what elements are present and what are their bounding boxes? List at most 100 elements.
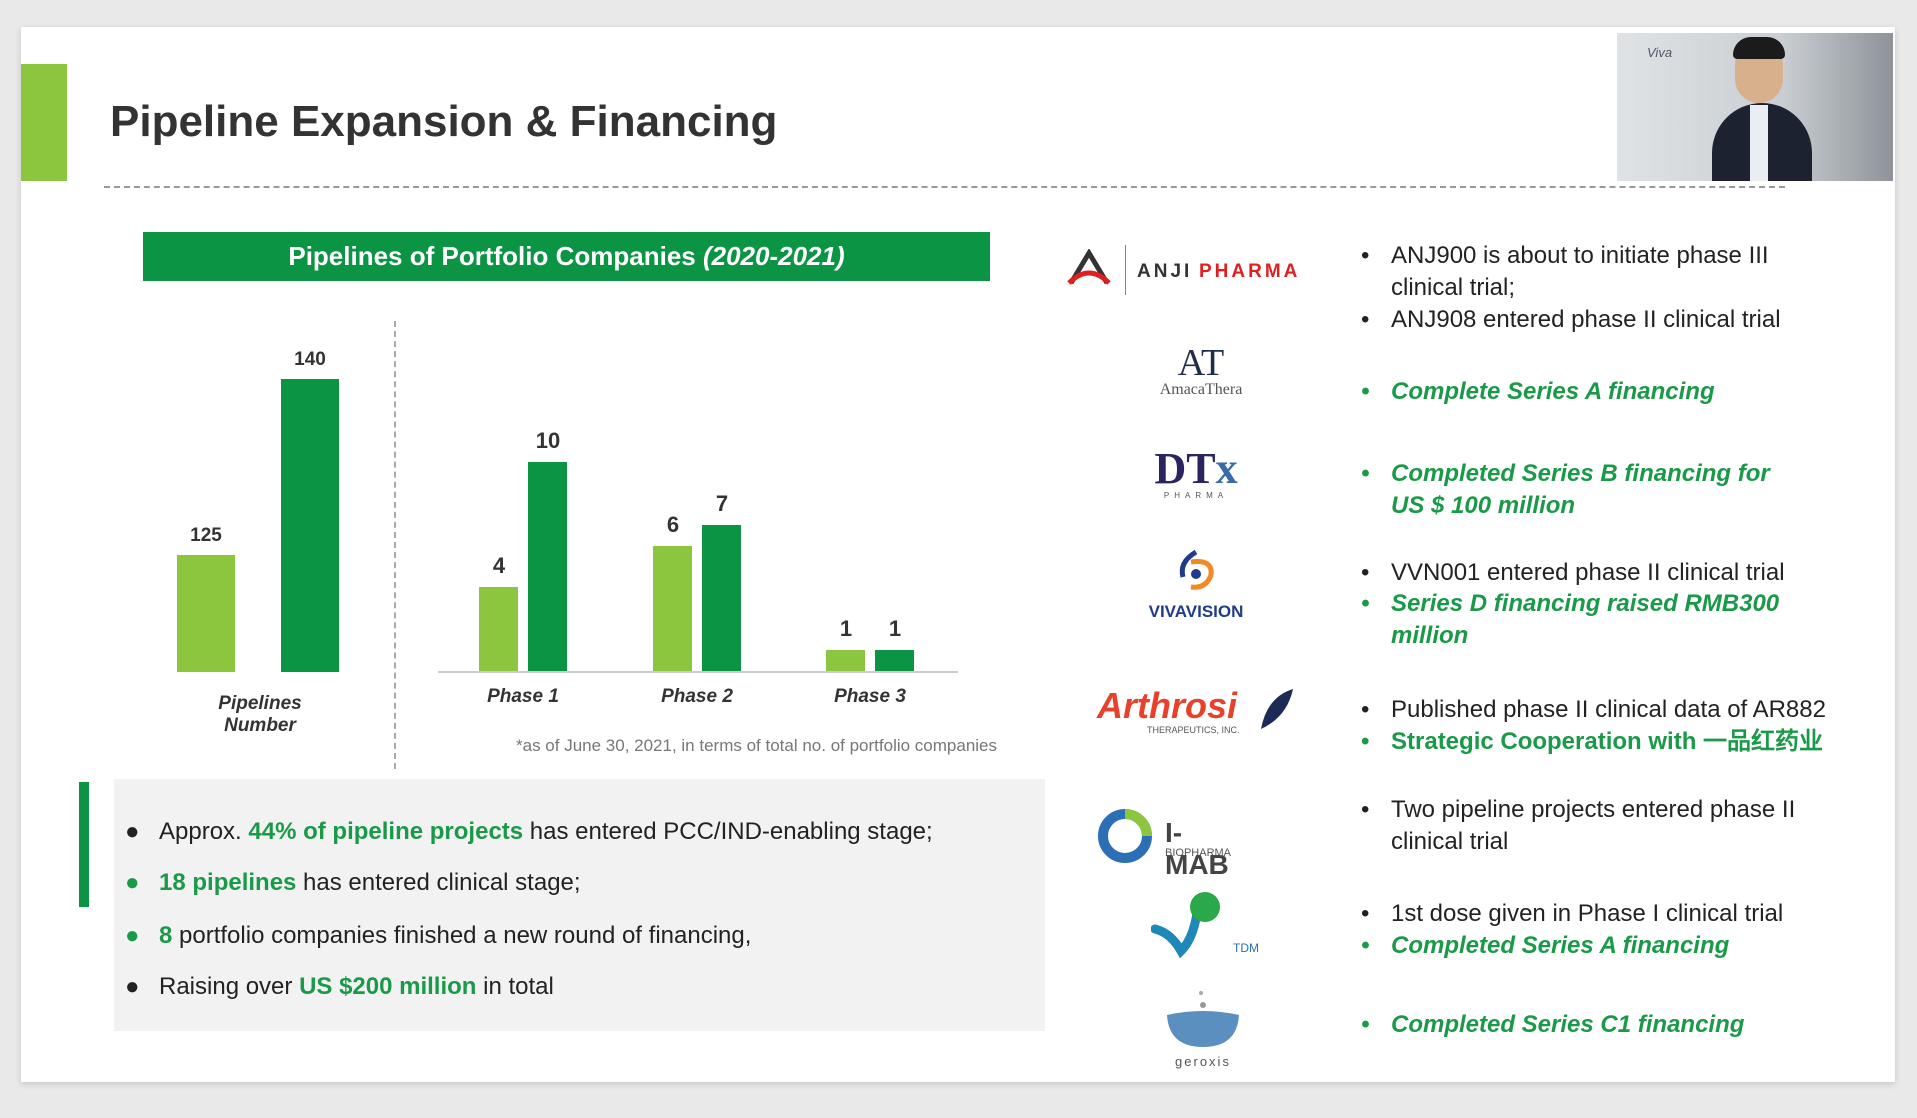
update-text: Two pipeline projects entered phase II <box>1391 796 1796 823</box>
bullet: • <box>1361 900 1370 927</box>
presenter-shirt <box>1750 105 1768 181</box>
company-update-line: • Completed Series C1 financing <box>1361 1009 1745 1041</box>
bullet: ● <box>125 973 140 1000</box>
category-label: Phase 3 <box>834 686 906 707</box>
bar-2020 <box>177 554 235 672</box>
bar-phase-1-2021 <box>528 462 567 671</box>
bullet: • <box>1361 378 1370 405</box>
summary-highlight: US $200 million <box>299 973 477 1000</box>
update-text: 1st dose given in Phase I clinical trial <box>1391 900 1784 927</box>
summary-accent-bar <box>79 782 89 907</box>
summary-item: ● Approx. 44% of pipeline projects has en… <box>125 818 933 846</box>
bullet: • <box>1361 306 1370 333</box>
bullet: • <box>1361 559 1370 586</box>
update-text: clinical trial <box>1391 828 1509 855</box>
logo-text: AmacaThera <box>1159 381 1243 398</box>
update-text: Complete Series A financing <box>1391 378 1715 405</box>
summary-highlight: 8 <box>159 922 173 949</box>
data-label: 140 <box>294 348 326 370</box>
company-update-line: • 1st dose given in Phase I clinical tria… <box>1361 898 1784 930</box>
category-label: Phase 2 <box>661 686 733 707</box>
bullet: • <box>1361 796 1370 823</box>
data-label: 7 <box>715 490 729 516</box>
logo-geroxis: geroxis <box>1163 987 1243 1069</box>
summary-text: has entered clinical stage; <box>296 869 581 896</box>
update-text: VVN001 entered phase II clinical trial <box>1391 559 1785 586</box>
webcam-logo: Viva <box>1647 45 1673 60</box>
bullet: ● <box>125 818 140 845</box>
data-label: 10 <box>535 428 561 453</box>
bar-phase-1-2020 <box>479 587 518 671</box>
update-text: Completed Series B financing for <box>1391 460 1770 487</box>
bar-2021 <box>281 378 339 672</box>
logo-text: geroxis <box>1175 1054 1231 1069</box>
logo-text: PHARMA <box>1163 491 1229 500</box>
arthrosi-feather-icon <box>1261 689 1293 729</box>
bullet: • <box>1361 932 1370 959</box>
logo-text: BIOPHARMA <box>1165 847 1232 859</box>
bullet: • <box>1361 728 1370 755</box>
summary-item: ● 8 portfolio companies finished a new ro… <box>125 922 752 950</box>
summary-item: ● Raising over US $200 million in total <box>125 973 554 1001</box>
update-text: Completed Series A financing <box>1391 932 1730 959</box>
logo-amacathera: AT AmacaThera <box>1146 344 1256 399</box>
anji-a-icon <box>1067 248 1111 285</box>
bullet: • <box>1361 1011 1370 1038</box>
bullet: ● <box>125 922 140 949</box>
summary-text: portfolio companies finished a new round… <box>172 922 752 949</box>
update-text: Published phase II clinical data of AR88… <box>1391 696 1826 723</box>
summary-box <box>114 779 1045 1031</box>
data-label: 6 <box>666 511 680 537</box>
update-text: ANJ908 entered phase II clinical trial <box>1391 306 1781 333</box>
company-update-line: • Series D financing raised RMB300 <box>1361 588 1780 620</box>
logo-text: THERAPEUTICS, INC. <box>1147 725 1240 735</box>
update-text: Completed Series C1 financing <box>1391 1011 1745 1038</box>
title-accent-bar <box>21 64 67 181</box>
bar-phase-3-2020 <box>826 650 865 671</box>
footnote: *as of June 30, 2021, in terms of total … <box>516 736 998 755</box>
chart-header-years: (2020-2021) <box>702 241 845 271</box>
company-update-line: • Completed Series B financing for <box>1361 458 1770 490</box>
company-update-line: • Published phase II clinical data of AR8… <box>1361 694 1826 726</box>
summary-item: ● 18 pipelines has entered clinical stage… <box>125 869 581 897</box>
company-update-line: • ANJ900 is about to initiate phase III <box>1361 240 1769 272</box>
tdm-shape-icon <box>1150 892 1220 959</box>
company-update-line: • Completed Series A financing <box>1361 930 1730 962</box>
logo-text: Arthrosi <box>1097 685 1238 726</box>
update-text: US $ 100 million <box>1391 492 1576 519</box>
logo-text: ANJI <box>1137 261 1193 282</box>
category-label: Phase 1 <box>487 686 559 707</box>
logo-text: PHARMA <box>1199 261 1301 282</box>
bullet: • <box>1361 460 1370 487</box>
webcam-video[interactable]: Viva <box>1617 33 1893 181</box>
update-text: Series D financing raised RMB300 <box>1391 590 1780 617</box>
logo-dtx-pharma: DTx PHARMA <box>1141 447 1251 501</box>
summary-text: in total <box>476 973 554 1000</box>
logo-i-mab: I-MAB BIOPHARMA <box>1097 807 1231 880</box>
title-divider <box>104 186 1785 188</box>
update-text: million <box>1391 622 1469 649</box>
logo-arthrosi: Arthrosi THERAPEUTICS, INC. <box>1097 685 1293 735</box>
summary-highlight: 18 pipelines <box>159 869 297 896</box>
presenter-hair <box>1733 37 1785 59</box>
company-update-line: • Strategic Cooperation with 一品红药业 <box>1361 726 1823 758</box>
data-label: 4 <box>492 553 506 579</box>
phase-chart-baseline <box>438 671 958 673</box>
logo-text: VIVAVISION <box>1148 602 1244 621</box>
company-update-line: • Complete Series A financing <box>1361 376 1715 408</box>
summary-text: has entered PCC/IND-enabling stage; <box>523 818 933 845</box>
slide-title: Pipeline Expansion & Financing <box>110 97 778 146</box>
geroxis-bowl-icon <box>1167 991 1239 1047</box>
bar-phase-3-2021 <box>875 650 914 671</box>
i-mab-ring-icon <box>1098 809 1152 863</box>
summary-highlight: 44% of pipeline projects <box>248 818 524 845</box>
company-update-line: US $ 100 million <box>1391 490 1575 522</box>
vivavision-eye-icon <box>1179 549 1214 590</box>
logo-anji-pharma: ANJI PHARMA <box>1067 245 1297 295</box>
category-label: Pipelines Number <box>218 693 302 736</box>
logo-text: I-MAB <box>1165 817 1229 880</box>
bullet: • <box>1361 696 1370 723</box>
company-update-line: million <box>1391 620 1468 652</box>
logo-vivavision: VIVAVISION <box>1131 547 1261 622</box>
logo-text: TDM <box>1233 941 1259 955</box>
